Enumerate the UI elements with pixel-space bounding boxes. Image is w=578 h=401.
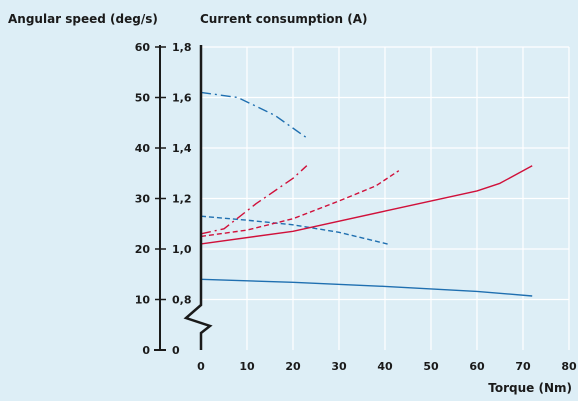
speed-tick-label: 0 — [142, 344, 150, 357]
current-tick-label: 0,8 — [172, 294, 192, 307]
speed-tick-label: 20 — [135, 243, 151, 256]
series-line-2 — [200, 215, 390, 246]
speed-tick-label: 50 — [135, 92, 151, 105]
speed-tick-label: 40 — [135, 142, 151, 155]
series-line-5 — [200, 170, 400, 238]
series-line-1 — [200, 278, 533, 297]
current-tick-label: 1,0 — [172, 243, 192, 256]
current-axis-ticks: 0 0,8 1,0 1,2 1,4 1,6 1,8 — [160, 41, 192, 357]
x-axis-ticks: 0 10 20 30 40 50 60 70 80 — [197, 360, 577, 373]
speed-axis-ticks: 0 10 20 30 40 50 60 — [135, 41, 160, 357]
x-tick-label: 50 — [423, 360, 439, 373]
current-tick-label: 1,6 — [172, 92, 192, 105]
x-tick-label: 10 — [239, 360, 255, 373]
current-axis-break-line — [183, 45, 213, 350]
grid — [201, 46, 570, 350]
current-tick-label: 1,4 — [172, 142, 192, 155]
x-tick-label: 0 — [197, 360, 205, 373]
x-tick-label: 80 — [561, 360, 577, 373]
current-tick-label: 1,8 — [172, 41, 192, 54]
speed-tick-label: 60 — [135, 41, 151, 54]
x-axis-title: Torque (Nm) — [488, 381, 572, 395]
x-tick-label: 70 — [515, 360, 531, 373]
series-line-4 — [200, 165, 533, 245]
speed-tick-label: 30 — [135, 193, 151, 206]
right-axis-title: Current consumption (A) — [200, 12, 368, 26]
x-tick-label: 60 — [469, 360, 485, 373]
current-tick-label: 1,2 — [172, 193, 192, 206]
current-tick-label: 0 — [172, 344, 180, 357]
x-tick-label: 30 — [331, 360, 347, 373]
left-axis-title: Angular speed (deg/s) — [8, 12, 158, 26]
series-line-3 — [200, 91, 308, 139]
series-line-6 — [200, 165, 308, 235]
x-tick-label: 40 — [377, 360, 393, 373]
x-tick-label: 20 — [285, 360, 301, 373]
speed-tick-label: 10 — [135, 294, 151, 307]
series-layer — [200, 91, 533, 297]
